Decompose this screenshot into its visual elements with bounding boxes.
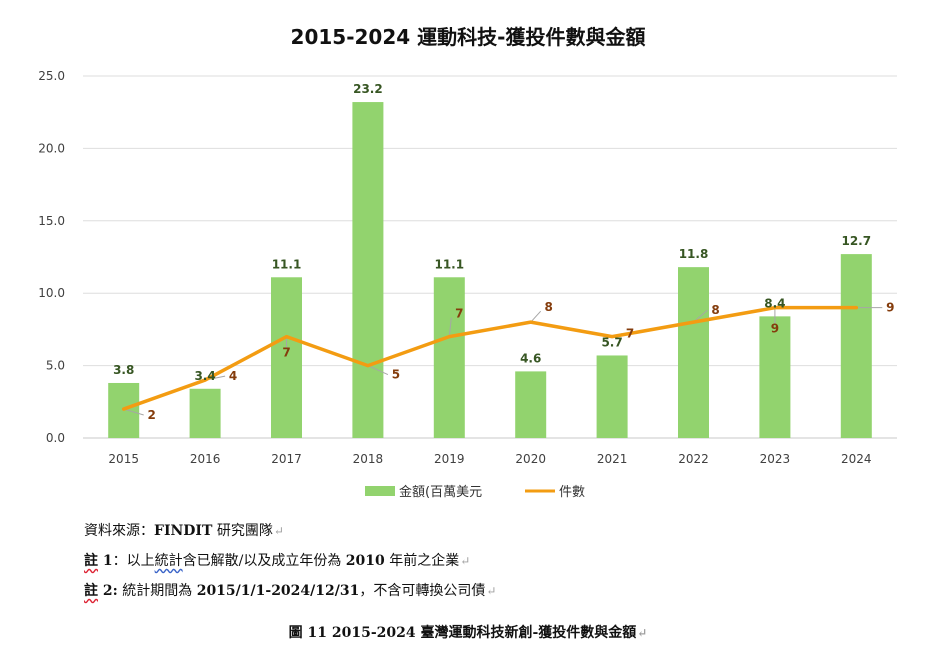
bar-data-label: 3.8 [113, 363, 134, 377]
note1-colon: ：以上 [112, 553, 155, 569]
x-tick-label: 2021 [597, 452, 628, 466]
legend-label-bar: 金額(百萬美元 [399, 484, 482, 500]
note1-rest1: 含已解散/以及成立年份為 [182, 553, 346, 569]
y-tick-label: 15.0 [38, 214, 65, 228]
note1-word: 統計 [154, 553, 183, 569]
bar [678, 267, 709, 438]
label-leader-line [367, 365, 389, 376]
note2-period: 2015/1/1-2024/12/31 [196, 583, 360, 599]
bar-data-label: 4.6 [520, 351, 541, 365]
chart: 2015-2024 運動科技-獲投件數與金額 0.05.010.015.020.… [38, 25, 897, 500]
note2-num: 2: [98, 583, 118, 599]
x-tick-label: 2019 [434, 452, 465, 466]
line-labels: 2 4 7 5 7 8 7 8 9 9 [148, 300, 895, 422]
line-point [122, 407, 126, 411]
line-data-label: 2 [148, 408, 156, 422]
x-tick-label: 2023 [760, 452, 791, 466]
bar [840, 254, 872, 438]
y-tick-label: 20.0 [38, 141, 65, 155]
y-tick-label: 25.0 [38, 69, 65, 83]
chart-title: 2015-2024 運動科技-獲投件數與金額 [291, 25, 646, 49]
note2-label: 註 [84, 583, 98, 599]
bar-data-label: 23.2 [353, 82, 383, 96]
source-suffix: 研究團隊 [212, 523, 273, 539]
figure-caption: 圖 11 2015-2024 臺灣運動科技新創-獲投件數與金額↵ [0, 622, 936, 642]
y-tick-label: 5.0 [46, 359, 65, 373]
bar-data-label: 8.4 [764, 296, 785, 310]
bar-data-label: 11.1 [434, 257, 464, 271]
x-tick-label: 2016 [190, 452, 221, 466]
line-data-label: 7 [455, 307, 463, 321]
bar [515, 371, 547, 438]
legend: 金額(百萬美元 件數 [365, 484, 585, 500]
y-tick-label: 10.0 [38, 286, 65, 300]
x-tick-label: 2024 [841, 452, 872, 466]
note1-year: 2010 [345, 553, 385, 569]
x-tick-label: 2015 [108, 452, 139, 466]
source-name: FINDIT [154, 523, 213, 539]
label-leader-line [123, 408, 144, 416]
note-2: 註 2: 統計期間為 2015/1/1-2024/12/31，不含可轉換公司債↵ [84, 580, 496, 600]
note1-num: 1 [98, 553, 113, 569]
legend-label-line: 件數 [559, 485, 585, 500]
x-tick-label: 2018 [353, 452, 384, 466]
note-1: 註 1：以上統計含已解散/以及成立年份為 2010 年前之企業↵ [84, 550, 470, 570]
caption-years: 2015-2024 [331, 625, 416, 641]
line-point [692, 320, 695, 324]
source-note: 資料來源：FINDIT 研究團隊↵ [84, 520, 284, 540]
label-leader-line [448, 317, 452, 337]
bar-data-label: 11.8 [679, 247, 709, 261]
paragraph-mark-icon: ↵ [486, 584, 497, 598]
bar [433, 277, 465, 438]
note2-rest2: ，不含可轉換公司債 [359, 583, 486, 599]
line-point [366, 364, 370, 368]
bar-data-label: 5.7 [601, 335, 622, 349]
bar-data-label: 11.1 [272, 257, 302, 271]
note1-label: 註 [84, 553, 98, 569]
y-tick-label: 0.0 [46, 431, 65, 445]
bar [759, 316, 791, 438]
note1-rest2: 年前之企業 [384, 553, 460, 569]
line-point [854, 306, 858, 310]
y-axis: 0.0 5.0 10.0 15.0 20.0 25.0 [38, 69, 65, 445]
x-tick-label: 2020 [515, 452, 546, 466]
x-tick-label: 2022 [678, 452, 709, 466]
line-point [285, 335, 288, 339]
line-series [121, 305, 859, 411]
paragraph-mark-icon: ↵ [637, 626, 648, 640]
caption-text: 臺灣運動科技新創-獲投件數與金額 [415, 625, 637, 641]
line-point [773, 306, 777, 310]
line-point [529, 320, 533, 324]
line-data-label: 5 [392, 368, 400, 382]
source-prefix: 資料來源： [84, 523, 154, 539]
bar-series [108, 102, 872, 439]
line-data-label: 9 [771, 322, 779, 336]
legend-swatch-bar [365, 486, 395, 496]
bar-data-label: 12.7 [841, 234, 871, 248]
line-point [447, 335, 451, 339]
paragraph-mark-icon: ↵ [460, 554, 471, 568]
line-point [203, 378, 207, 382]
line-data-label: 9 [886, 301, 894, 315]
line-data-label: 4 [229, 369, 237, 383]
line-path [121, 305, 859, 411]
bar [271, 277, 302, 438]
caption-prefix: 圖 11 [288, 625, 332, 641]
note2-rest1: 統計期間為 [117, 583, 197, 599]
x-axis: 2015 2016 2017 2018 2019 2020 2021 2022 2023 2024 [108, 452, 871, 466]
bar [352, 102, 384, 439]
bar [189, 388, 221, 438]
bar-data-label: 3.4 [194, 369, 215, 383]
paragraph-mark-icon: ↵ [273, 524, 284, 538]
x-tick-label: 2017 [271, 452, 302, 466]
line-point [610, 335, 614, 339]
line-data-label: 7 [626, 327, 634, 341]
line-data-label: 8 [711, 303, 719, 317]
label-leader-line [530, 310, 542, 323]
line-data-label: 8 [545, 300, 553, 314]
line-data-label: 7 [282, 346, 290, 360]
bar [596, 355, 628, 438]
bar-labels: 3.8 3.4 11.1 23.2 11.1 4.6 5.7 11.8 8.4 12.7 [113, 82, 871, 383]
